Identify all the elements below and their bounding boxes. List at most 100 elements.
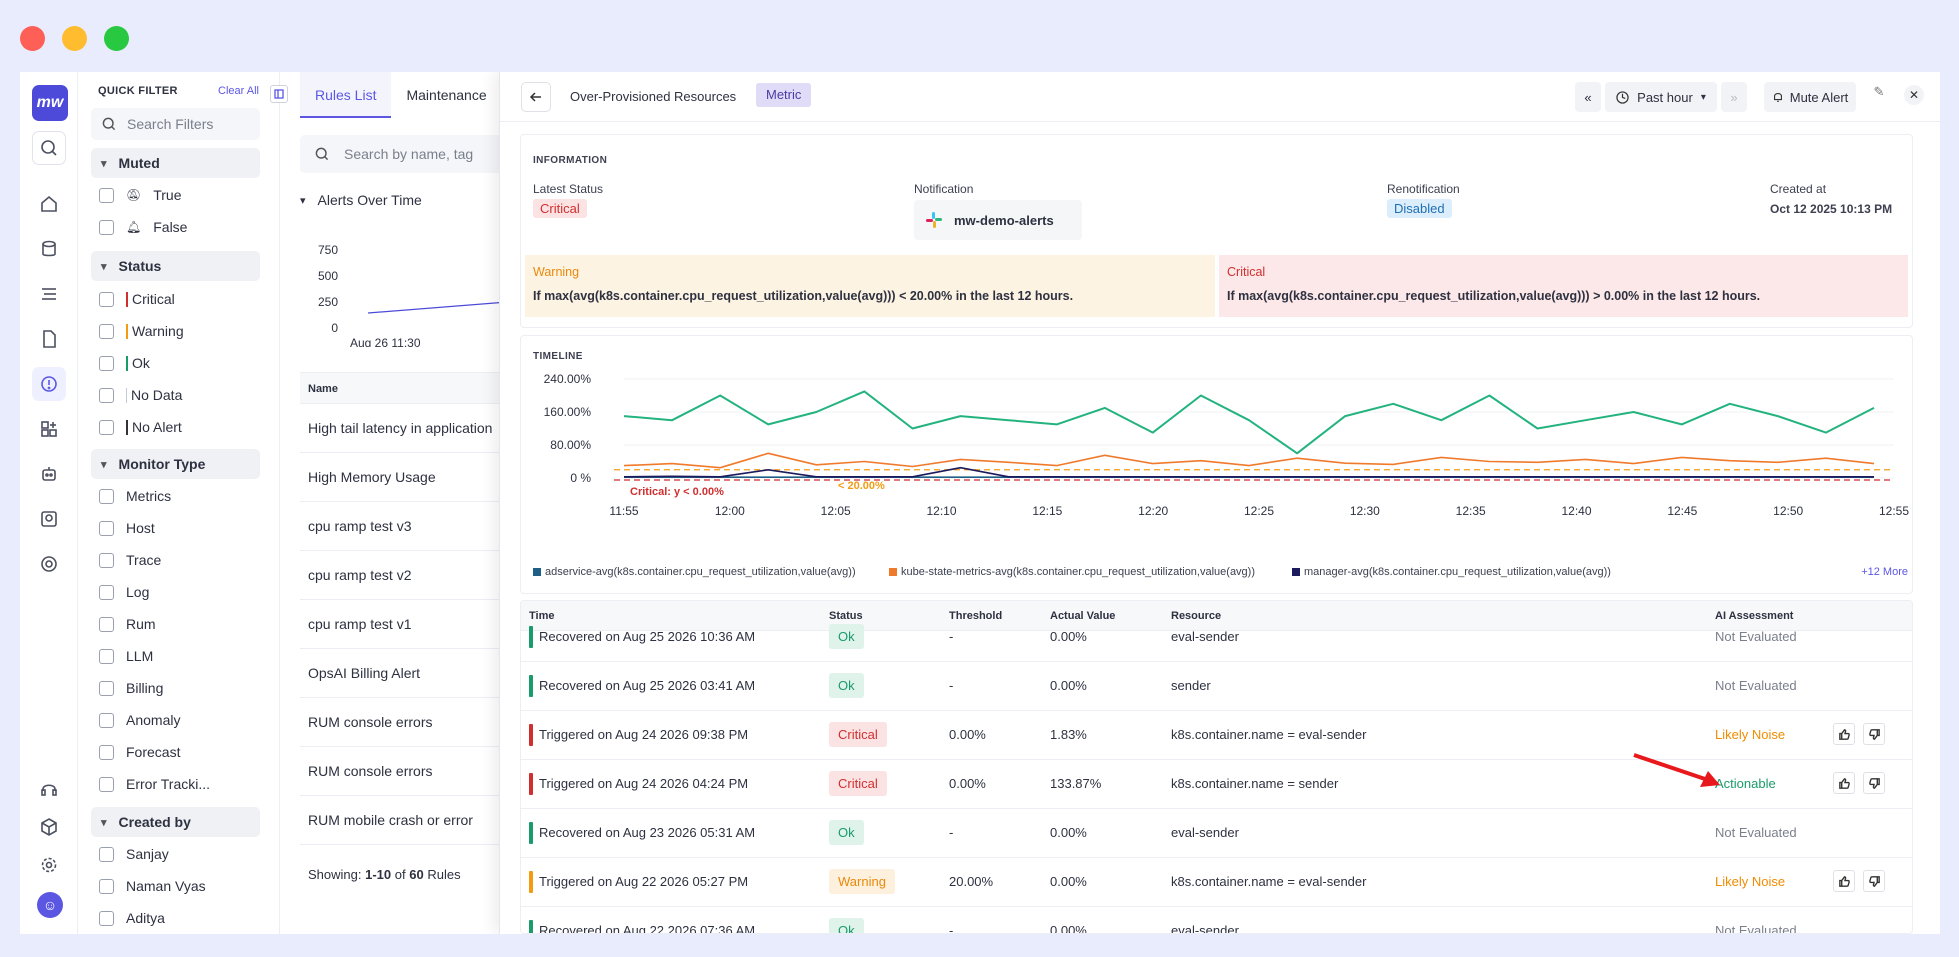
legend-item[interactable]: kube-state-metrics-avg(k8s.container.cpu… xyxy=(889,566,1255,578)
filter-monitor-type-item[interactable]: Anomaly xyxy=(99,709,180,731)
user-avatar[interactable]: ☺ xyxy=(37,892,63,918)
rule-row[interactable]: cpu ramp test v3 xyxy=(300,502,520,551)
checkbox[interactable] xyxy=(99,846,114,862)
next-range-button[interactable]: » xyxy=(1721,82,1747,112)
filter-monitor-type-item[interactable]: Forecast xyxy=(99,741,180,763)
section-monitor-type[interactable]: ▾ Monitor Type xyxy=(91,449,260,479)
checkbox[interactable] xyxy=(99,323,114,339)
filter-status-no-alert[interactable]: No Alert xyxy=(99,416,182,438)
window-maximize-dot[interactable] xyxy=(104,26,129,51)
legend-more-link[interactable]: +12 More xyxy=(1861,566,1908,578)
checkbox[interactable] xyxy=(99,648,114,664)
checkbox[interactable] xyxy=(99,219,114,235)
rule-row[interactable]: RUM console errors xyxy=(300,747,520,796)
history-row[interactable]: Triggered on Aug 24 2026 09:38 PM Critica… xyxy=(521,711,1912,760)
alerts-over-time-toggle[interactable]: ▾ Alerts Over Time xyxy=(300,192,422,208)
filter-monitor-type-item[interactable]: Trace xyxy=(99,549,161,571)
section-created-by[interactable]: ▾ Created by xyxy=(91,807,260,837)
rule-row[interactable]: High Memory Usage xyxy=(300,453,520,502)
thumbs-down-icon[interactable] xyxy=(1863,723,1885,745)
robot-icon[interactable] xyxy=(32,457,66,491)
home-icon[interactable] xyxy=(32,187,66,221)
window-minimize-dot[interactable] xyxy=(62,26,87,51)
thumbs-up-icon[interactable] xyxy=(1833,723,1855,745)
window-close-dot[interactable] xyxy=(20,26,45,51)
tab-rules-list[interactable]: Rules List xyxy=(300,72,392,118)
legend-item[interactable]: manager-avg(k8s.container.cpu_request_ut… xyxy=(1292,566,1611,578)
add-widget-icon[interactable] xyxy=(32,412,66,446)
checkbox[interactable] xyxy=(99,744,114,760)
rule-row[interactable]: RUM mobile crash or error xyxy=(300,796,520,845)
filter-monitor-type-item[interactable]: Log xyxy=(99,581,149,603)
checkbox[interactable] xyxy=(99,584,114,600)
history-row[interactable]: Triggered on Aug 22 2026 05:27 PM Warning… xyxy=(521,858,1912,907)
database-icon[interactable] xyxy=(32,232,66,266)
filter-monitor-type-item[interactable]: Rum xyxy=(99,613,156,635)
checkbox[interactable] xyxy=(99,187,114,203)
history-row[interactable]: Recovered on Aug 23 2026 05:31 AM Ok - 0.00… xyxy=(521,809,1912,858)
checkbox[interactable] xyxy=(99,419,114,435)
history-row[interactable]: Recovered on Aug 25 2026 10:36 AM Ok - 0.00… xyxy=(521,613,1912,662)
legend-item[interactable]: adservice-avg(k8s.container.cpu_request_… xyxy=(533,566,856,578)
filter-monitor-type-item[interactable]: Billing xyxy=(99,677,163,699)
checkbox[interactable] xyxy=(99,291,114,307)
filter-created-by-item[interactable]: Naman Vyas xyxy=(99,875,206,897)
package-icon[interactable] xyxy=(32,810,66,844)
thumbs-up-icon[interactable] xyxy=(1833,772,1855,794)
alerts-icon[interactable] xyxy=(32,367,66,401)
filter-status-critical[interactable]: Critical xyxy=(99,288,175,310)
checkbox[interactable] xyxy=(99,680,114,696)
clear-all-link[interactable]: Clear All xyxy=(218,85,259,97)
filter-status-warning[interactable]: Warning xyxy=(99,320,184,342)
settings-search-icon[interactable] xyxy=(32,502,66,536)
headset-icon[interactable] xyxy=(32,772,66,806)
thumbs-up-icon[interactable] xyxy=(1833,870,1855,892)
filter-monitor-type-item[interactable]: Error Tracki... xyxy=(99,773,210,795)
history-row[interactable]: Recovered on Aug 22 2026 07:36 AM Ok - 0.00… xyxy=(521,907,1912,933)
prev-range-button[interactable]: « xyxy=(1575,82,1601,112)
tab-maintenance[interactable]: Maintenance xyxy=(406,87,487,103)
app-logo[interactable]: mw xyxy=(32,85,68,121)
mute-alert-button[interactable]: Mute Alert xyxy=(1764,82,1856,112)
filter-created-by-item[interactable]: Aditya xyxy=(99,907,165,929)
list-icon[interactable] xyxy=(32,277,66,311)
checkbox[interactable] xyxy=(99,387,114,403)
close-icon[interactable]: ✕ xyxy=(1904,85,1924,105)
checkbox[interactable] xyxy=(99,776,114,792)
filter-muted-true[interactable]: 🔕︎ True xyxy=(99,184,182,206)
history-row[interactable]: Recovered on Aug 25 2026 03:41 AM Ok - 0.00… xyxy=(521,662,1912,711)
checkbox[interactable] xyxy=(99,616,114,632)
thumbs-down-icon[interactable] xyxy=(1863,870,1885,892)
search-icon[interactable] xyxy=(32,131,66,165)
filter-monitor-type-item[interactable]: LLM xyxy=(99,645,153,667)
document-icon[interactable] xyxy=(32,322,66,356)
section-muted[interactable]: ▾ Muted xyxy=(91,148,260,178)
filter-status-no-data[interactable]: No Data xyxy=(99,384,182,406)
filter-monitor-type-item[interactable]: Host xyxy=(99,517,155,539)
gear-cog-icon[interactable] xyxy=(32,547,66,581)
history-row[interactable]: Triggered on Aug 24 2026 04:24 PM Critica… xyxy=(521,760,1912,809)
rule-row[interactable]: High tail latency in application xyxy=(300,404,520,453)
thumbs-down-icon[interactable] xyxy=(1863,772,1885,794)
rule-row[interactable]: OpsAI Billing Alert xyxy=(300,649,520,698)
rule-row[interactable]: RUM console errors xyxy=(300,698,520,747)
rules-search-input[interactable]: Search by name, tag xyxy=(300,135,520,173)
checkbox[interactable] xyxy=(99,712,114,728)
filter-created-by-item[interactable]: Sanjay xyxy=(99,843,169,865)
checkbox[interactable] xyxy=(99,878,114,894)
checkbox[interactable] xyxy=(99,552,114,568)
checkbox[interactable] xyxy=(99,355,114,371)
filter-monitor-type-item[interactable]: Metrics xyxy=(99,485,171,507)
filter-muted-false[interactable]: 🔔︎ False xyxy=(99,216,187,238)
time-range-select[interactable]: Past hour ▾ xyxy=(1605,82,1717,112)
notification-channel[interactable]: mw-demo-alerts xyxy=(914,200,1082,240)
back-button[interactable] xyxy=(521,82,551,112)
checkbox[interactable] xyxy=(99,910,114,926)
checkbox[interactable] xyxy=(99,488,114,504)
settings-icon[interactable] xyxy=(32,848,66,882)
collapse-sidebar-button[interactable] xyxy=(270,85,288,103)
section-status[interactable]: ▾ Status xyxy=(91,251,260,281)
rule-row[interactable]: cpu ramp test v1 xyxy=(300,600,520,649)
filter-status-ok[interactable]: Ok xyxy=(99,352,150,374)
checkbox[interactable] xyxy=(99,520,114,536)
